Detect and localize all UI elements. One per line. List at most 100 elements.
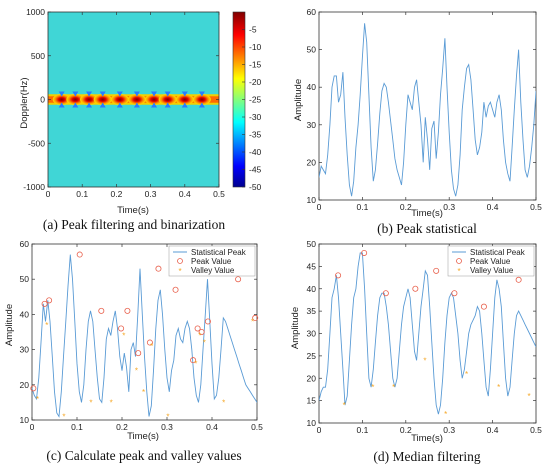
panel-b-xtick-label: 0.4 xyxy=(487,202,499,212)
panel-a-colorbar-tick-label: -45 xyxy=(249,165,262,175)
panel-c-xtick-label: 0.1 xyxy=(71,422,83,432)
panel-b-ytick-label: 50 xyxy=(307,45,317,55)
panel-c-peak-point xyxy=(155,265,162,272)
panel-d-peak-point xyxy=(412,285,419,292)
panel-a-ylabel: Doppler(Hz) xyxy=(19,77,30,128)
panel-c-legend-peak-swatch xyxy=(177,258,183,264)
panel-c-legend-entry: Valley Value xyxy=(191,266,235,275)
panel-c-valley-point: * xyxy=(198,332,201,341)
panel-a-hotspot-spike xyxy=(99,91,106,97)
panel-d-ytick-label: 30 xyxy=(307,329,317,339)
panel-c-valley-point: * xyxy=(110,398,113,407)
panel-d-ytick-label: 15 xyxy=(307,396,317,406)
panel-c-valley-point: * xyxy=(142,388,145,397)
panel-a-colorbar-tick-label: -5 xyxy=(249,25,257,35)
panel-a-hotspot xyxy=(110,94,129,105)
panel-c-xtick-label: 0.4 xyxy=(206,422,218,432)
panel-c-valley-point: * xyxy=(89,398,92,407)
panel-a-colorbar-tick-label: -10 xyxy=(249,42,262,52)
panel-d-valley-point: * xyxy=(527,392,530,401)
panel-a-colorbar-tick-label: -40 xyxy=(249,147,262,157)
panel-c-xtick-label: 0.2 xyxy=(116,422,128,432)
panel-c-peak-point xyxy=(98,307,105,314)
panel-d-peak-point xyxy=(451,290,458,297)
panel-d-valley-point: * xyxy=(423,356,426,365)
panel-a-hotspot-spike xyxy=(116,102,123,108)
panel-d-plot: 0 0.1 0.2 0.3 0.4 0.5 50 45 40 35 30 25 20 15 10 * * * * * *… xyxy=(307,239,543,435)
panel-d-ytick-label: 45 xyxy=(307,261,317,271)
panel-d-series-line xyxy=(319,252,536,415)
panel-c-ytick-label: 30 xyxy=(20,345,30,355)
panel-d-valley-point: * xyxy=(343,401,346,410)
panel-a-plot xyxy=(48,12,219,187)
panel-a-hotspot-spike xyxy=(116,91,123,97)
panel-a-xlabel: Time(s) xyxy=(117,205,149,216)
panel-d-xtick-label: 0 xyxy=(317,425,322,435)
panel-c-xtick-label: 0.3 xyxy=(161,422,173,432)
panel-d-ytick-label: 25 xyxy=(307,351,317,361)
panel-a-hotspot-spike xyxy=(72,91,79,97)
panel-b-ytick-label: 40 xyxy=(307,82,317,92)
panel-c-peak-point xyxy=(30,385,37,392)
panel-c-peak-point xyxy=(194,325,201,332)
panel-c-legend-entry: Peak Value xyxy=(191,257,232,266)
panel-a-hotspot-spike xyxy=(151,91,158,97)
panel-a-xtick-label: 0.1 xyxy=(76,189,88,199)
panel-c-series-line xyxy=(32,254,257,418)
panel-a-hotspot xyxy=(127,94,146,105)
panel-a: 0 0.1 0.2 0.3 0.4 0.5 1000 500 0 -500 -1000 Dopple… xyxy=(19,7,262,232)
panel-a-hotspot xyxy=(80,94,99,105)
panel-c-peak-point xyxy=(252,314,259,321)
panel-b-ytick-label: 10 xyxy=(307,195,317,205)
panel-d-ytick-label: 10 xyxy=(307,418,317,428)
panel-a-colorbar-tick-label: -25 xyxy=(249,95,262,105)
panel-c-valley-point: * xyxy=(150,342,153,351)
panel-d-valley-point: * xyxy=(465,370,468,379)
panel-a-hotspot xyxy=(145,94,164,105)
panel-b-xtick-label: 0.2 xyxy=(400,202,412,212)
panel-a-hotspot xyxy=(66,94,85,105)
panel-c-peak-point xyxy=(190,357,197,364)
panel-a-hotspot-spike xyxy=(133,102,140,108)
panel-d-legend-valley-swatch: * xyxy=(457,267,460,276)
panel-d-peak-point xyxy=(515,276,522,283)
panel-d: 0 0.1 0.2 0.3 0.4 0.5 50 45 40 35 30 25 20 15 10 * * * * * *… xyxy=(290,239,542,464)
panel-a-hotspot-spike xyxy=(72,102,79,108)
panel-c-valley-point: * xyxy=(194,360,197,369)
panel-c-ytick-label: 20 xyxy=(20,380,30,390)
panel-c-peak-point xyxy=(135,350,142,357)
panel-c-peak-point xyxy=(41,300,48,307)
panel-c-legend-valley-swatch: * xyxy=(178,267,181,276)
panel-d-valley-point: * xyxy=(392,383,395,392)
panel-c-ylabel: Amplitude xyxy=(4,304,15,346)
panel-a-hotspot-spike xyxy=(151,102,158,108)
panel-c-legend-box xyxy=(168,245,256,277)
panel-c-valley-point: * xyxy=(203,339,206,348)
panel-c-peak-point xyxy=(198,328,205,335)
panel-a-colorbar-tick-label: -50 xyxy=(249,182,262,192)
panel-c-valley-point: * xyxy=(62,412,65,421)
panel-d-valley-point: * xyxy=(444,410,447,419)
panel-a-hotspot-spike xyxy=(58,91,65,97)
panel-c-ytick-label: 10 xyxy=(20,415,30,425)
panel-b: 0 0.1 0.2 0.3 0.4 0.5 60 50 40 30 20 10 Amplitude T… xyxy=(293,7,542,236)
panel-d-peak-point xyxy=(480,303,487,310)
panel-d-legend-box xyxy=(447,245,535,277)
panel-d-ytick-label: 40 xyxy=(307,284,317,294)
panel-a-caption: (a) Peak filtering and binarization xyxy=(43,217,225,232)
panel-c-ytick-label: 60 xyxy=(20,239,30,249)
panel-c-xlabel: Time(s) xyxy=(127,431,159,442)
panel-a-hotspot-spike xyxy=(198,102,205,108)
panel-d-valley-point: * xyxy=(497,383,500,392)
panel-d-peak-point xyxy=(433,267,440,274)
panel-b-axes-box xyxy=(318,11,537,201)
panel-d-legend-entry: Statistical Peak xyxy=(470,248,526,257)
panel-a-colorbar-tick-label: -35 xyxy=(249,130,262,140)
panel-d-caption: (d) Median filtering xyxy=(373,449,480,464)
panel-c-peak-point xyxy=(146,339,153,346)
panel-a-hotspot-spike xyxy=(86,102,93,108)
panel-a-xtick-label: 0 xyxy=(46,189,51,199)
panel-d-peak-point xyxy=(361,249,368,256)
